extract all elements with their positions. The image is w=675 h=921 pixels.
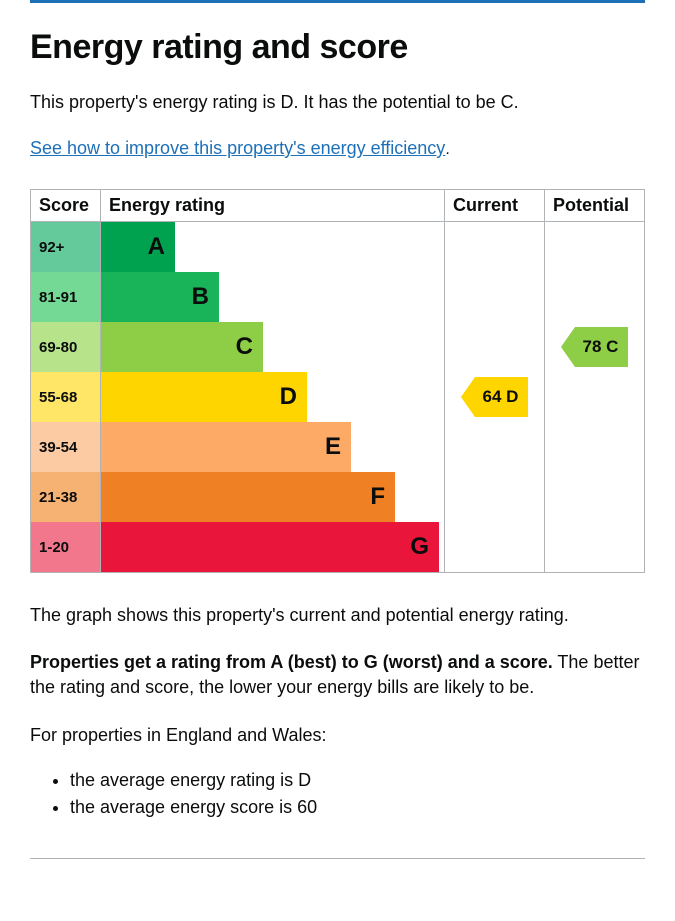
score-cell: 1-20 bbox=[31, 522, 101, 573]
rating-explanation: Properties get a rating from A (best) to… bbox=[30, 650, 645, 700]
header-score: Score bbox=[31, 190, 101, 222]
header-current: Current bbox=[445, 190, 545, 222]
potential-cell bbox=[545, 472, 645, 522]
potential-cell: 78 C bbox=[545, 322, 645, 372]
improve-efficiency-link[interactable]: See how to improve this property's energ… bbox=[30, 138, 445, 159]
bottom-divider bbox=[30, 858, 645, 859]
intro-text: This property's energy rating is D. It h… bbox=[30, 92, 645, 113]
rating-cell: G bbox=[101, 522, 445, 573]
current-cell: 64 D bbox=[445, 372, 545, 422]
potential-marker: 78 C bbox=[575, 327, 629, 367]
potential-cell bbox=[545, 222, 645, 273]
averages-list: the average energy rating is D the averag… bbox=[30, 770, 645, 818]
header-potential: Potential bbox=[545, 190, 645, 222]
header-rating: Energy rating bbox=[101, 190, 445, 222]
potential-cell bbox=[545, 522, 645, 573]
rating-bar-b: B bbox=[101, 272, 219, 322]
score-cell: 55-68 bbox=[31, 372, 101, 422]
current-cell bbox=[445, 272, 545, 322]
rating-bar-a: A bbox=[101, 222, 175, 272]
rating-bar-e: E bbox=[101, 422, 351, 472]
current-cell bbox=[445, 422, 545, 472]
score-cell: 39-54 bbox=[31, 422, 101, 472]
current-cell bbox=[445, 472, 545, 522]
list-item: the average energy rating is D bbox=[70, 770, 645, 791]
graph-caption: The graph shows this property's current … bbox=[30, 603, 645, 628]
rating-cell: C bbox=[101, 322, 445, 372]
energy-rating-chart: Score Energy rating Current Potential 92… bbox=[30, 189, 645, 573]
page-title: Energy rating and score bbox=[30, 28, 645, 67]
score-cell: 92+ bbox=[31, 222, 101, 273]
current-cell bbox=[445, 222, 545, 273]
potential-cell bbox=[545, 272, 645, 322]
link-line: See how to improve this property's energ… bbox=[30, 138, 645, 189]
top-divider bbox=[30, 0, 645, 3]
rating-cell: D bbox=[101, 372, 445, 422]
score-cell: 21-38 bbox=[31, 472, 101, 522]
current-marker: 64 D bbox=[475, 377, 529, 417]
rating-bar-f: F bbox=[101, 472, 395, 522]
potential-cell bbox=[545, 372, 645, 422]
rating-cell: A bbox=[101, 222, 445, 273]
rating-cell: F bbox=[101, 472, 445, 522]
score-cell: 69-80 bbox=[31, 322, 101, 372]
rating-cell: E bbox=[101, 422, 445, 472]
rating-bar-c: C bbox=[101, 322, 263, 372]
current-cell bbox=[445, 322, 545, 372]
rating-bar-d: D bbox=[101, 372, 307, 422]
potential-cell bbox=[545, 422, 645, 472]
rating-cell: B bbox=[101, 272, 445, 322]
score-cell: 81-91 bbox=[31, 272, 101, 322]
rating-explanation-bold: Properties get a rating from A (best) to… bbox=[30, 652, 553, 672]
current-cell bbox=[445, 522, 545, 573]
list-item: the average energy score is 60 bbox=[70, 797, 645, 818]
rating-bar-g: G bbox=[101, 522, 439, 572]
region-intro: For properties in England and Wales: bbox=[30, 723, 645, 748]
link-suffix: . bbox=[445, 141, 449, 158]
